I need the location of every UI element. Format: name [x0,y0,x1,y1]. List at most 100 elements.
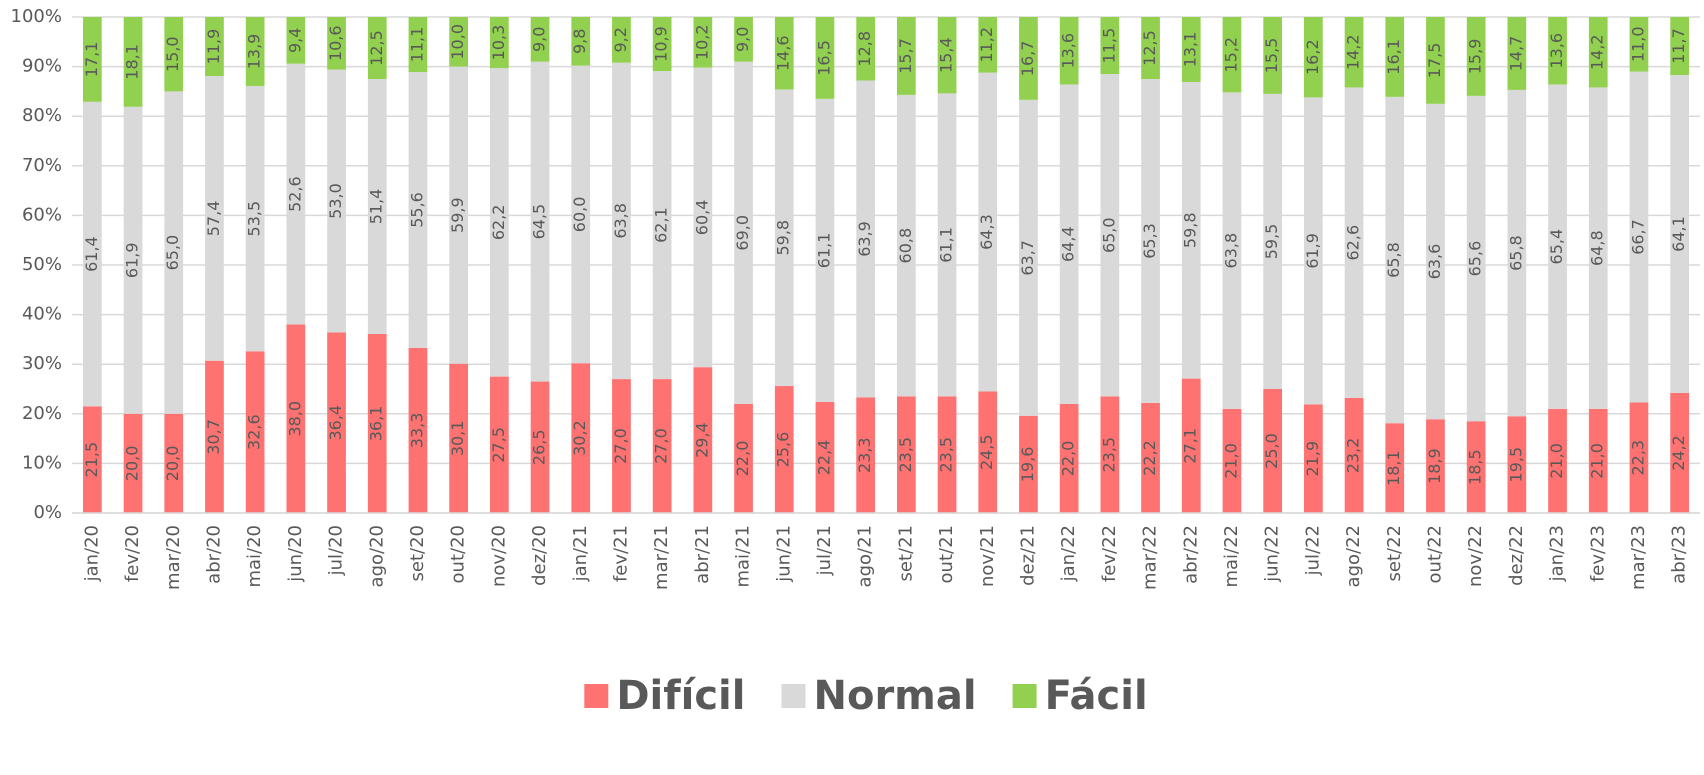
data-label: 22,3 [1628,440,1647,476]
x-tick-label: set/21 [895,525,916,581]
data-label: 15,4 [937,37,956,73]
data-label: 62,2 [489,205,508,241]
data-label: 18,9 [1425,448,1444,484]
bar-segment [489,376,509,513]
data-label: 23,5 [1099,437,1118,473]
bar-segment [1263,389,1283,513]
data-label: 63,7 [1018,240,1037,276]
data-label: 61,9 [1303,233,1322,269]
data-label: 11,7 [1669,28,1688,64]
bar-segment [1019,17,1038,100]
data-label: 65,3 [1140,223,1159,259]
x-tick-label: abr/23 [1669,525,1690,584]
data-label: 61,1 [937,227,956,263]
bar-segment [408,17,428,73]
x-tick-label: jul/20 [326,525,347,576]
data-label: 10,9 [652,26,671,62]
data-label: 21,0 [1588,443,1607,479]
bar-segment [530,61,550,382]
data-label: 33,3 [407,413,426,449]
x-tick-label: mai/21 [733,525,754,588]
bar-segment [937,93,957,397]
bar-segment [1303,404,1323,513]
y-tick-label: 10% [22,452,62,473]
x-tick-label: ago/20 [366,525,387,587]
data-label: 52,6 [285,176,304,212]
bar-segment [1303,97,1323,405]
bar-segment [1059,84,1079,404]
x-tick-label: nov/21 [977,525,998,587]
data-label: 63,8 [1221,233,1240,269]
y-tick-label: 60% [22,204,62,225]
bar-segment [774,17,794,90]
legend-label: Normal [813,673,976,719]
data-label: 12,5 [367,30,386,66]
data-label: 9,4 [285,28,304,53]
bar-segment [856,397,876,513]
bar-segment [164,17,184,92]
data-label: 64,3 [977,214,996,250]
bar-segment [1507,17,1527,90]
data-label: 11,9 [204,29,223,65]
data-label: 62,1 [652,207,671,243]
data-label: 51,4 [367,189,386,225]
bar-segment [1548,84,1567,409]
data-label: 16,2 [1303,39,1322,75]
bar-segment [1222,408,1242,513]
y-tick-label: 50% [22,254,62,275]
data-label: 24,5 [977,434,996,470]
data-label: 65,6 [1466,241,1485,277]
bar-segment [978,391,998,513]
data-label: 63,9 [855,221,874,257]
data-label: 62,6 [1344,225,1363,261]
bar-segment [734,61,753,404]
bar-segment [1100,74,1120,397]
y-tick-label: 20% [22,403,62,424]
data-label: 55,6 [407,192,426,228]
bar-segment [693,17,713,68]
bar-segment [652,71,672,380]
bar-segment [205,76,224,361]
y-tick-label: 90% [22,56,62,77]
data-label: 59,9 [448,197,467,233]
data-label: 13,1 [1181,32,1200,68]
data-label: 27,0 [652,428,671,464]
bar-segment [856,80,876,398]
data-label: 9,8 [570,29,589,54]
bar-segment [937,17,957,94]
legend-swatch [1012,684,1037,708]
data-label: 14,6 [774,35,793,71]
data-label: 64,8 [1588,230,1607,266]
data-label: 22,0 [1059,441,1078,477]
bar-segment [978,72,998,392]
bar-segment [408,347,428,513]
data-label: 30,1 [448,421,467,457]
data-label: 65,0 [1099,217,1118,253]
bar-segment [1303,17,1323,98]
data-label: 60,8 [896,228,915,264]
bar-segment [1426,17,1445,104]
data-label: 9,0 [530,27,549,52]
x-tick-label: fev/20 [122,525,143,582]
bar-segment [1019,99,1038,416]
bar-segment [530,381,550,513]
data-label: 57,4 [204,201,223,237]
bar-segment [449,66,469,364]
bar-segment [82,101,102,407]
data-label: 14,2 [1588,34,1607,70]
legend-swatch [781,684,806,708]
bar-segment [1507,416,1527,513]
bar-segment [1059,403,1079,513]
data-label: 27,5 [489,427,508,463]
x-tick-label: jun/22 [1262,525,1283,583]
bar-segment [896,396,916,513]
bar-segment [530,17,550,62]
data-label: 60,0 [570,197,589,233]
x-tick-label: mar/21 [651,525,672,590]
bar-segment [164,413,184,513]
x-tick-label: ago/22 [1343,525,1364,587]
bar-segment [1629,17,1649,72]
x-tick-label: out/21 [936,525,957,583]
data-label: 65,0 [163,235,182,271]
bar-segment [1344,397,1364,513]
